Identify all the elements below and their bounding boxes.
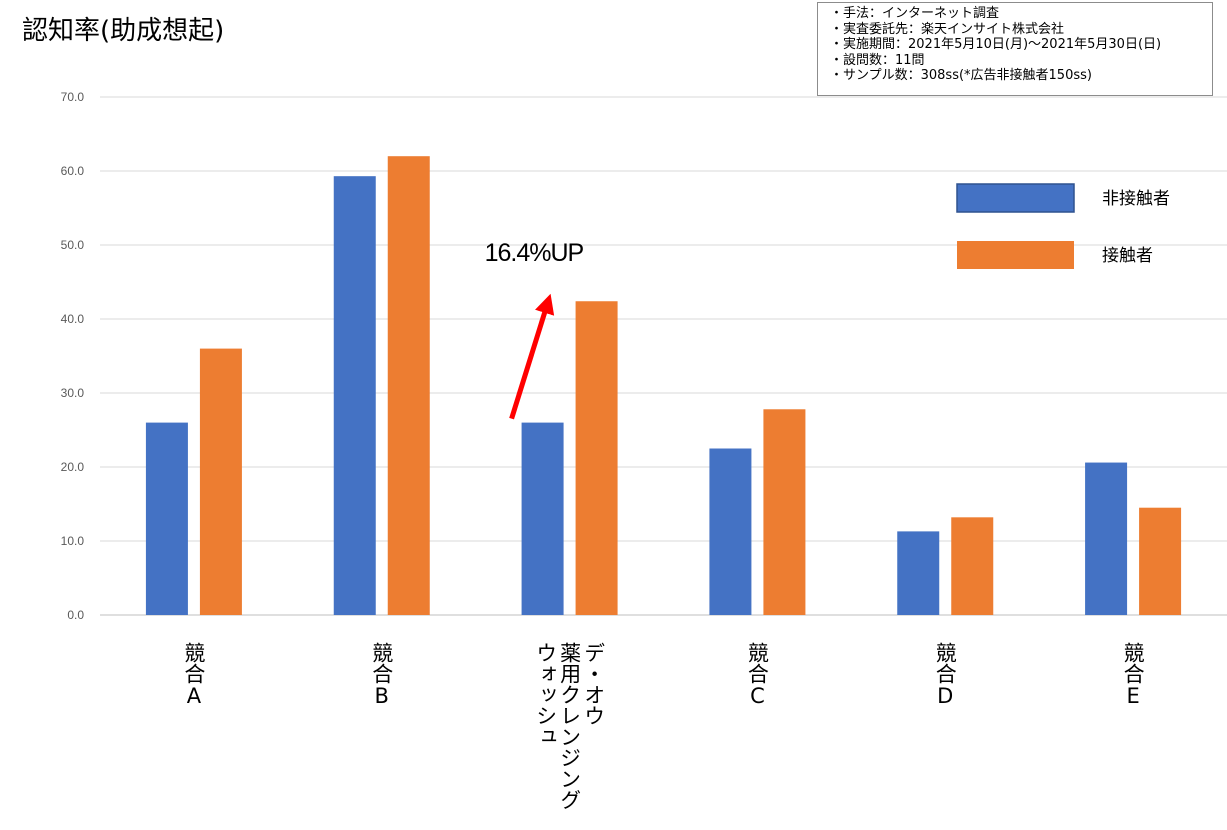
x-category-line: 競合A — [181, 642, 206, 708]
info-line-period: ・実施期間：2021年5月10日(月)～2021年5月30日(日) — [830, 37, 1162, 52]
x-category-line: 競合D — [933, 642, 958, 708]
y-tick-label: 30.0 — [61, 386, 85, 400]
bar-non-exposed — [1085, 462, 1128, 615]
info-line-questions: ・設問数：11問 — [830, 52, 925, 68]
increase-arrow — [509, 293, 555, 420]
info-line-sample: ・サンプル数：308ss(*広告非接触者150ss) — [830, 68, 1092, 83]
x-category-line: 競合B — [369, 642, 394, 708]
x-category-line: デ・オウ — [581, 642, 606, 726]
bar-non-exposed — [333, 176, 376, 615]
bar-non-exposed — [521, 422, 564, 615]
legend-swatch-non-exposed — [956, 183, 1075, 213]
legend-swatch-exposed — [957, 241, 1074, 269]
x-category-label: 競合B — [370, 642, 394, 708]
increase-annotation: 16.4%UP — [485, 239, 584, 267]
y-tick-label: 60.0 — [61, 164, 85, 178]
bar-exposed — [387, 156, 430, 615]
bar-exposed — [1139, 507, 1182, 615]
legend-label-non-exposed: 非接触者 — [1102, 189, 1170, 209]
bar-exposed — [199, 348, 242, 615]
y-tick-label: 20.0 — [61, 460, 85, 474]
x-category-line: 競合E — [1121, 642, 1146, 708]
bar-exposed — [951, 517, 994, 615]
info-line-method: ・手法：インターネット調査 — [830, 6, 1000, 21]
bar-exposed — [575, 301, 618, 615]
y-tick-label: 10.0 — [61, 534, 85, 548]
info-line-contractor: ・実査委託先：楽天インサイト株式会社 — [830, 21, 1065, 37]
x-category-label: 競合C — [745, 642, 769, 708]
bar-non-exposed — [897, 531, 940, 615]
x-category-label: 競合E — [1121, 642, 1145, 708]
bar-non-exposed — [145, 422, 188, 615]
bar-non-exposed — [709, 448, 752, 615]
y-tick-label: 70.0 — [61, 90, 85, 104]
x-category-line: 競合C — [745, 642, 770, 708]
x-category-label: デ・オウ 薬用クレンジング ウォッシュ — [534, 642, 606, 810]
x-category-line: 薬用クレンジング — [557, 642, 582, 810]
bar-exposed — [763, 409, 806, 615]
y-tick-label: 40.0 — [61, 312, 85, 326]
survey-info-box: ・手法：インターネット調査 ・実査委託先：楽天インサイト株式会社 ・実施期間：2… — [817, 2, 1213, 96]
legend-label-exposed: 接触者 — [1102, 246, 1153, 266]
x-category-label: 競合D — [933, 642, 957, 708]
chart-title: 認知率(助成想起) — [22, 16, 225, 46]
y-tick-label: 50.0 — [61, 238, 85, 252]
x-category-label: 競合A — [182, 642, 206, 708]
x-category-line: ウォッシュ — [533, 642, 558, 747]
y-tick-label: 0.0 — [67, 608, 84, 622]
